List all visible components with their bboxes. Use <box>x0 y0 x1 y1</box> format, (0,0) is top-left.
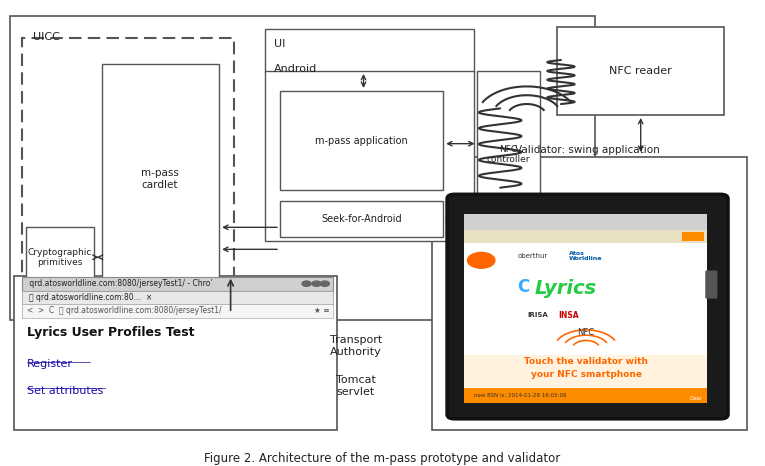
FancyBboxPatch shape <box>464 355 707 388</box>
Text: new BSN is: 2014-01-28 16:05:08: new BSN is: 2014-01-28 16:05:08 <box>474 393 566 398</box>
FancyBboxPatch shape <box>11 16 595 320</box>
Text: Seek-for-Android: Seek-for-Android <box>321 214 402 224</box>
Text: m-pass application: m-pass application <box>315 136 408 145</box>
FancyBboxPatch shape <box>15 276 337 430</box>
Text: Tomcat
servlet: Tomcat servlet <box>336 375 376 397</box>
FancyBboxPatch shape <box>21 304 333 317</box>
Text: C: C <box>517 278 529 296</box>
Text: Lyrics: Lyrics <box>535 280 597 298</box>
FancyBboxPatch shape <box>280 201 443 237</box>
Text: qrd.atosworldline.com:8080/jerseyTest1/ - Chro’: qrd.atosworldline.com:8080/jerseyTest1/ … <box>27 279 213 288</box>
Text: <  >  C  ⎕ qrd.atosworldline.com:8080/jerseyTest1/: < > C ⎕ qrd.atosworldline.com:8080/jerse… <box>27 307 222 315</box>
Text: Atos
Worldline: Atos Worldline <box>568 251 602 261</box>
Text: your NFC smartphone: your NFC smartphone <box>531 370 642 379</box>
FancyBboxPatch shape <box>464 230 707 243</box>
FancyBboxPatch shape <box>464 243 707 276</box>
FancyBboxPatch shape <box>102 64 220 280</box>
FancyBboxPatch shape <box>477 71 539 240</box>
FancyBboxPatch shape <box>464 214 707 230</box>
FancyBboxPatch shape <box>21 277 333 291</box>
FancyBboxPatch shape <box>705 270 718 299</box>
Text: UI: UI <box>274 39 285 49</box>
Text: Touch the validator with: Touch the validator with <box>524 357 648 366</box>
FancyBboxPatch shape <box>280 91 443 190</box>
Text: IRISA: IRISA <box>528 312 549 318</box>
FancyBboxPatch shape <box>25 227 94 287</box>
Text: NFC
controller: NFC controller <box>487 145 530 164</box>
Text: ★ ≡: ★ ≡ <box>314 307 330 315</box>
Text: Set attributes: Set attributes <box>27 386 103 396</box>
Text: Validator: swing application: Validator: swing application <box>515 144 660 155</box>
FancyBboxPatch shape <box>265 71 474 240</box>
FancyBboxPatch shape <box>21 291 333 304</box>
FancyBboxPatch shape <box>21 38 234 311</box>
FancyBboxPatch shape <box>447 194 728 419</box>
FancyBboxPatch shape <box>557 27 724 115</box>
Circle shape <box>467 253 495 268</box>
FancyBboxPatch shape <box>686 394 705 402</box>
FancyBboxPatch shape <box>265 29 474 73</box>
Text: Transport
Authority: Transport Authority <box>330 336 382 357</box>
Text: Cryptographic
primitives: Cryptographic primitives <box>28 247 92 267</box>
Text: INSA: INSA <box>558 311 579 320</box>
Text: ⎕ qrd.atosworldline.com:80…  ×: ⎕ qrd.atosworldline.com:80… × <box>29 293 152 302</box>
FancyBboxPatch shape <box>682 232 704 241</box>
Text: Figure 2. Architecture of the m-pass prototype and validator: Figure 2. Architecture of the m-pass pro… <box>204 452 561 465</box>
Text: Lyrics User Profiles Test: Lyrics User Profiles Test <box>27 326 194 339</box>
Text: NFC reader: NFC reader <box>610 66 672 76</box>
Text: Clear: Clear <box>689 396 702 401</box>
Text: Android: Android <box>274 64 317 74</box>
Circle shape <box>321 281 330 286</box>
FancyBboxPatch shape <box>464 214 707 404</box>
Circle shape <box>312 281 321 286</box>
Text: m-pass
cardlet: m-pass cardlet <box>141 168 179 190</box>
FancyBboxPatch shape <box>464 388 707 404</box>
Text: oberthur: oberthur <box>518 253 548 259</box>
Circle shape <box>302 281 311 286</box>
Text: NFC: NFC <box>578 329 594 337</box>
Text: Register: Register <box>27 359 73 370</box>
Text: UICC: UICC <box>33 33 60 42</box>
FancyBboxPatch shape <box>432 157 747 430</box>
